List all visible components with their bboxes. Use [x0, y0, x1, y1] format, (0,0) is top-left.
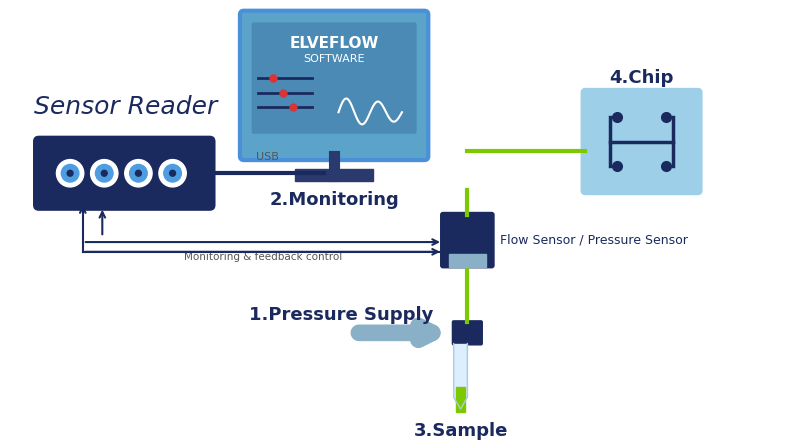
Circle shape [135, 170, 142, 176]
Text: ELVEFLOW: ELVEFLOW [290, 37, 379, 51]
FancyBboxPatch shape [452, 320, 483, 345]
Bar [449, 254, 486, 268]
Text: 3.Sample: 3.Sample [414, 422, 508, 440]
Text: Monitoring & feedback control: Monitoring & feedback control [184, 252, 342, 262]
Circle shape [125, 160, 152, 187]
FancyBboxPatch shape [33, 136, 215, 211]
Circle shape [159, 160, 186, 187]
Polygon shape [454, 397, 467, 409]
Circle shape [95, 165, 113, 182]
FancyBboxPatch shape [581, 88, 702, 195]
Circle shape [62, 165, 79, 182]
Text: 1.Pressure Supply: 1.Pressure Supply [250, 306, 434, 324]
FancyBboxPatch shape [240, 11, 428, 160]
Bar [454, 344, 467, 397]
Text: SOFTWARE: SOFTWARE [303, 54, 365, 63]
Text: 4.Chip: 4.Chip [610, 69, 674, 87]
Circle shape [67, 170, 73, 176]
Text: Flow Sensor / Pressure Sensor: Flow Sensor / Pressure Sensor [499, 234, 687, 246]
Bar [295, 169, 373, 180]
Bar [456, 388, 466, 412]
FancyBboxPatch shape [252, 22, 417, 134]
Text: 2.Monitoring: 2.Monitoring [270, 191, 399, 209]
Circle shape [57, 160, 84, 187]
Circle shape [90, 160, 118, 187]
Text: Sensor Reader: Sensor Reader [34, 95, 218, 119]
Circle shape [164, 165, 182, 182]
Text: USB: USB [255, 151, 278, 161]
FancyBboxPatch shape [440, 212, 494, 268]
Circle shape [130, 165, 147, 182]
Circle shape [102, 170, 107, 176]
Circle shape [170, 170, 175, 176]
